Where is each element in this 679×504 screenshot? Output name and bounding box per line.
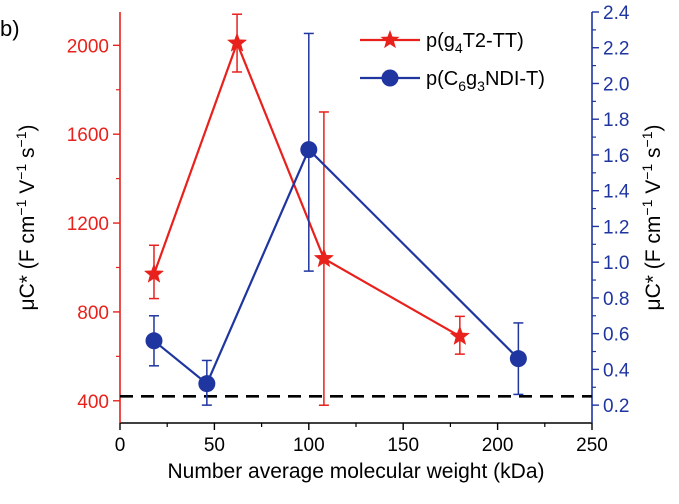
left-tick-label: 400 xyxy=(77,392,109,413)
left-tick-label: 2000 xyxy=(67,36,109,57)
legend: p(g4T2-TT) p(C6g3NDI-T) xyxy=(360,30,545,94)
right-tick-label: 2.0 xyxy=(603,74,629,95)
right-tick-label: 1.2 xyxy=(603,217,629,238)
data-point-star xyxy=(143,263,165,283)
data-point-circle xyxy=(145,332,163,350)
x-tick-label: 250 xyxy=(576,435,608,456)
left-tick-label: 1600 xyxy=(67,125,109,146)
right-tick-label: 0.8 xyxy=(603,289,629,310)
data-point-star xyxy=(226,32,248,52)
data-point-circle xyxy=(509,350,527,368)
series-line xyxy=(152,40,461,338)
x-tick-label: 0 xyxy=(115,435,126,456)
right-tick-label: 0.6 xyxy=(603,325,629,346)
right-tick-label: 2.2 xyxy=(603,39,629,60)
data-point-circle xyxy=(300,141,318,159)
right-tick-label: 0.4 xyxy=(603,360,630,381)
right-tick-label: 1.4 xyxy=(603,182,630,203)
right-tick-label: 1.0 xyxy=(603,253,629,274)
x-tick-label: 100 xyxy=(293,435,325,456)
x-axis-title: Number average molecular weight (kDa) xyxy=(168,460,545,483)
right-tick-label: 0.2 xyxy=(603,396,629,417)
right-tick-label: 2.4 xyxy=(603,3,630,24)
left-tick-label: 1200 xyxy=(67,214,109,235)
data-point-star xyxy=(313,247,335,268)
panel-label: b) xyxy=(0,16,20,41)
legend-star-marker xyxy=(380,30,400,49)
series-p-g4t2-tt xyxy=(143,13,471,406)
right-axis-title: μC* (F cm−1 V−1 s−1) xyxy=(639,124,665,310)
left-axis-title: μC* (F cm−1 V−1 s−1) xyxy=(13,124,39,310)
series-line xyxy=(153,147,520,386)
x-tick-label: 50 xyxy=(204,435,225,456)
legend-label: p(C6g3NDI-T) xyxy=(426,68,545,94)
right-tick-label: 1.8 xyxy=(603,110,629,131)
series-p-c6g3ndi-t xyxy=(145,32,527,406)
data-point-circle xyxy=(198,375,216,393)
legend-circle-marker xyxy=(381,69,399,87)
right-tick-label: 1.6 xyxy=(603,146,629,167)
x-tick-label: 150 xyxy=(387,435,419,456)
data-point-star xyxy=(449,325,471,346)
x-tick-label: 200 xyxy=(482,435,514,456)
left-tick-label: 800 xyxy=(77,303,109,324)
legend-label: p(g4T2-TT) xyxy=(426,30,524,56)
